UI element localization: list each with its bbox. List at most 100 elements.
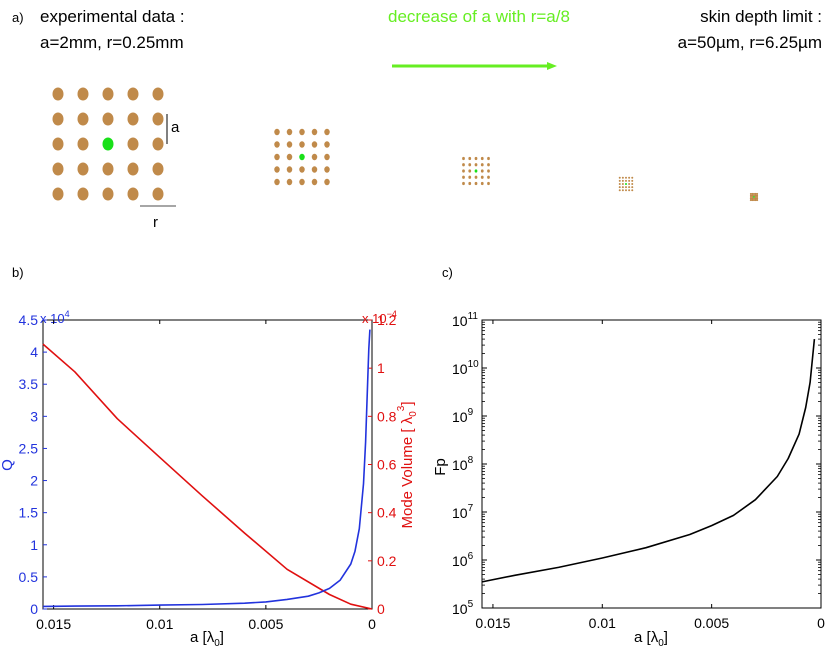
q-axis-ticks: 0 0.5 1 1.5 2 2.5 3 3.5 4 4.5 <box>19 312 47 617</box>
fp-axis-ticks: 105 106 107 108 109 1010 1011 <box>452 311 821 617</box>
cavity-defect-rod <box>102 137 114 151</box>
q-factor-line <box>42 329 371 608</box>
q-tick-label: 4.5 <box>19 312 39 328</box>
lattice-rod <box>324 166 330 173</box>
experimental-caption-line1: experimental data : <box>40 7 185 26</box>
mode-volume-axis-exponent: x 10−4 <box>362 309 397 326</box>
x-tick-label: 0.005 <box>694 615 729 631</box>
lattice-rod <box>754 199 757 202</box>
q-tick-label: 2 <box>30 473 38 489</box>
mode-volume-tick-label: 0 <box>377 601 385 617</box>
q-tick-label: 1.5 <box>19 505 39 521</box>
lattice-rod <box>480 163 484 167</box>
lattice-rod <box>749 194 752 197</box>
lattice-rod <box>299 166 305 173</box>
panel-c-label: c) <box>442 265 453 280</box>
lattice-rod <box>754 196 757 198</box>
lattice-rod <box>621 189 624 192</box>
lattice-rod <box>631 189 634 192</box>
x-tick-label: 0 <box>817 615 825 631</box>
x-tick-label: 0.01 <box>146 616 173 632</box>
q-tick-label: 0 <box>30 601 38 617</box>
lattice-rod <box>299 178 305 186</box>
panel-a-label: a) <box>12 10 24 25</box>
fp-tick-label: 105 <box>452 599 474 617</box>
panel-b: b) x 104 x 10−4 Q Mode Volume [ λ03] a [… <box>0 265 419 649</box>
lattice-rod <box>625 179 627 182</box>
lattice-rod <box>468 175 472 179</box>
lattice-rod <box>487 175 490 179</box>
panel-c-x-axis-label: a [λ0] <box>634 629 668 649</box>
lattice-rod <box>628 189 631 192</box>
cavity-defect-rod <box>625 183 627 185</box>
panel-c-plot-frame <box>481 319 822 609</box>
panel-c-series <box>481 339 816 583</box>
lattice-rod <box>756 194 759 197</box>
lattice-rod <box>754 192 757 195</box>
q-tick-label: 1 <box>30 537 38 553</box>
lattice-rod <box>754 197 757 200</box>
lattice-rod <box>52 137 64 151</box>
lattice-rod <box>756 197 759 200</box>
lattice-rod <box>52 187 64 201</box>
lattice-rod <box>749 199 752 202</box>
lattice-rod <box>462 175 465 179</box>
lattice-rod <box>127 162 139 176</box>
lattice-rod <box>462 169 465 173</box>
q-tick-label: 3.5 <box>19 376 39 392</box>
mode-volume-axis-ticks: 0 0.2 0.4 0.6 0.8 1 1.2 <box>368 312 397 617</box>
lattice-rod <box>77 112 89 126</box>
lattice-rod <box>474 181 478 186</box>
mode-volume-tick-label: 1.2 <box>377 312 397 328</box>
lattice-rod <box>625 189 627 192</box>
lattice-rod <box>77 87 89 101</box>
lattice-rod <box>286 178 293 186</box>
lattice-rod <box>487 169 490 173</box>
lattice-rod <box>474 156 478 161</box>
lattice-rod <box>753 194 755 197</box>
fp-axis-label: Fp <box>432 458 449 476</box>
lattice-rod <box>274 166 280 173</box>
lattice-rod <box>628 176 631 179</box>
lattice-rod <box>462 163 465 167</box>
lattice-rod <box>462 156 465 161</box>
experimental-caption-line2: a=2mm, r=0.25mm <box>40 33 184 52</box>
lattice-rod <box>487 181 490 186</box>
lattice-rod <box>311 141 318 148</box>
cavity-defect-rod <box>299 153 305 161</box>
lattice-rod <box>625 176 627 179</box>
fp-tick-label: 1010 <box>452 359 479 377</box>
lattice-rod <box>468 169 472 173</box>
lattice-rod <box>751 192 754 195</box>
fp-tick-label: 1011 <box>452 311 478 329</box>
lattice-rod <box>52 87 64 101</box>
lattice-rod <box>462 181 465 186</box>
skin-depth-caption-line1: skin depth limit : <box>700 7 822 26</box>
lattice-rod <box>286 128 293 136</box>
lattice-rod <box>468 163 472 167</box>
lattice-rod <box>631 176 634 179</box>
purcell-factor-line <box>481 339 816 583</box>
lattice-rod <box>324 141 330 148</box>
lattice-rod <box>480 169 484 173</box>
lattice-rod <box>324 153 330 161</box>
q-tick-label: 0.5 <box>19 569 39 585</box>
q-tick-label: 3 <box>30 408 38 424</box>
lattice-rod <box>631 186 634 189</box>
lattice-rod <box>618 179 621 182</box>
x-tick-label: 0.005 <box>248 616 283 632</box>
lattice-rod <box>474 163 478 167</box>
lattice-rod <box>274 128 280 136</box>
lattice-rod <box>618 189 621 192</box>
lattice-rod <box>311 166 318 173</box>
lattice-rod <box>751 197 754 200</box>
lattice-rod <box>618 176 621 179</box>
lattice-rod <box>299 128 305 136</box>
cavity-defect-rod <box>474 169 478 173</box>
q-axis-exponent: x 104 <box>40 309 70 326</box>
panel-c: c) Fp a [λ0] 0.015 0.01 0.005 0 10510610710… <box>432 265 825 649</box>
q-tick-label: 4 <box>30 344 38 360</box>
lattice-rod <box>628 179 631 182</box>
lattice-rod <box>274 153 280 161</box>
lattice-rod <box>468 156 472 161</box>
